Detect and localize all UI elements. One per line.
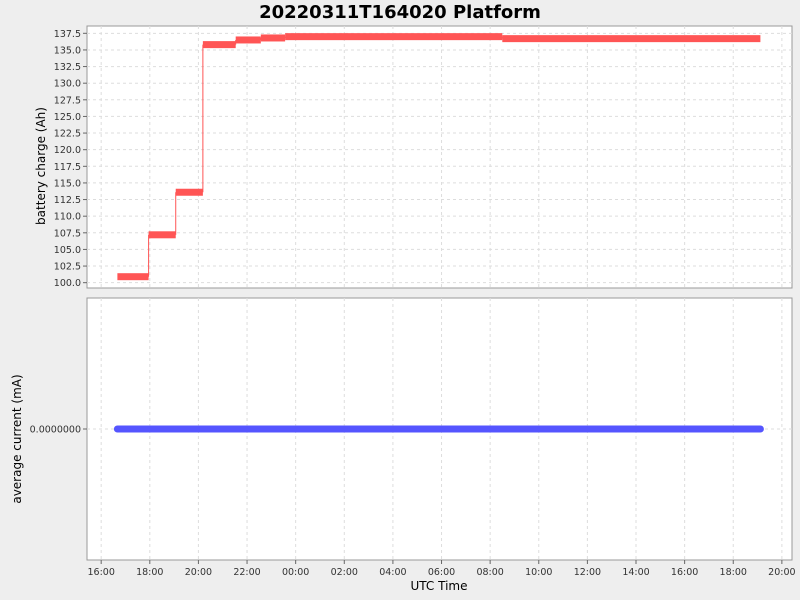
top-y-tick-label: 105.0 [54, 245, 81, 256]
top-y-tick-label: 135.0 [54, 45, 81, 56]
top-grid [87, 26, 792, 288]
bottom-grid [87, 298, 792, 560]
x-tick-label: 16:00 [671, 567, 698, 578]
charge-segment [260, 34, 286, 42]
chart-title: 20220311T164020 Platform [259, 2, 541, 23]
top-y-tick-label: 127.5 [54, 95, 81, 106]
top-y-tick-label: 115.0 [54, 178, 81, 189]
x-tick-label: 20:00 [768, 567, 795, 578]
top-y-axis-label: battery charge (Ah) [34, 107, 48, 225]
x-tick-label: 12:00 [574, 567, 601, 578]
top-y-tick-label: 110.0 [54, 212, 81, 223]
x-tick-label: 18:00 [720, 567, 747, 578]
top-y-tick-label: 132.5 [54, 62, 81, 73]
x-tick-label: 18:00 [136, 567, 163, 578]
top-y-tick-label: 125.0 [54, 112, 81, 123]
x-tick-label: 16:00 [87, 567, 114, 578]
x-tick-label: 04:00 [379, 567, 406, 578]
x-tick-label: 08:00 [476, 567, 503, 578]
x-tick-label: 14:00 [622, 567, 649, 578]
top-y-tick-label: 137.5 [54, 29, 81, 40]
top-y-ticks: 100.0 102.5 105.0 107.5 110.0 112.5 115.0 117.5… [54, 29, 87, 289]
charge-segment [148, 231, 176, 239]
x-tick-label: 10:00 [525, 567, 552, 578]
charge-segment [202, 41, 236, 49]
x-tick-label: 22:00 [233, 567, 260, 578]
x-tick-label: 02:00 [331, 567, 358, 578]
x-axis-label: UTC Time [411, 579, 468, 593]
charge-segment [175, 188, 203, 196]
top-y-tick-label: 100.0 [54, 278, 81, 289]
bottom-y-tick-label: 0.0000000 [30, 425, 81, 436]
bottom-y-ticks: 0.0000000 [30, 425, 87, 436]
x-tick-label: 20:00 [185, 567, 212, 578]
top-y-tick-label: 102.5 [54, 262, 81, 273]
top-y-tick-label: 107.5 [54, 228, 81, 239]
charge-segment [285, 33, 503, 41]
top-plot-area [86, 25, 793, 289]
battery-charge-series [117, 33, 761, 281]
charge-segment [502, 35, 761, 43]
charge-segment [117, 273, 149, 281]
top-y-tick-label: 112.5 [54, 195, 81, 206]
charge-segment [235, 36, 261, 44]
x-tick-label: 06:00 [428, 567, 455, 578]
top-y-tick-label: 117.5 [54, 162, 81, 173]
top-y-tick-label: 122.5 [54, 129, 81, 140]
top-y-tick-label: 120.0 [54, 145, 81, 156]
top-y-tick-label: 130.0 [54, 79, 81, 90]
x-tick-label: 00:00 [282, 567, 309, 578]
bottom-y-axis-label: average current (mA) [10, 374, 24, 503]
x-axis-ticks: 16:00 18:00 20:00 22:00 00:00 02:00 04:00 06:00… [87, 560, 796, 578]
